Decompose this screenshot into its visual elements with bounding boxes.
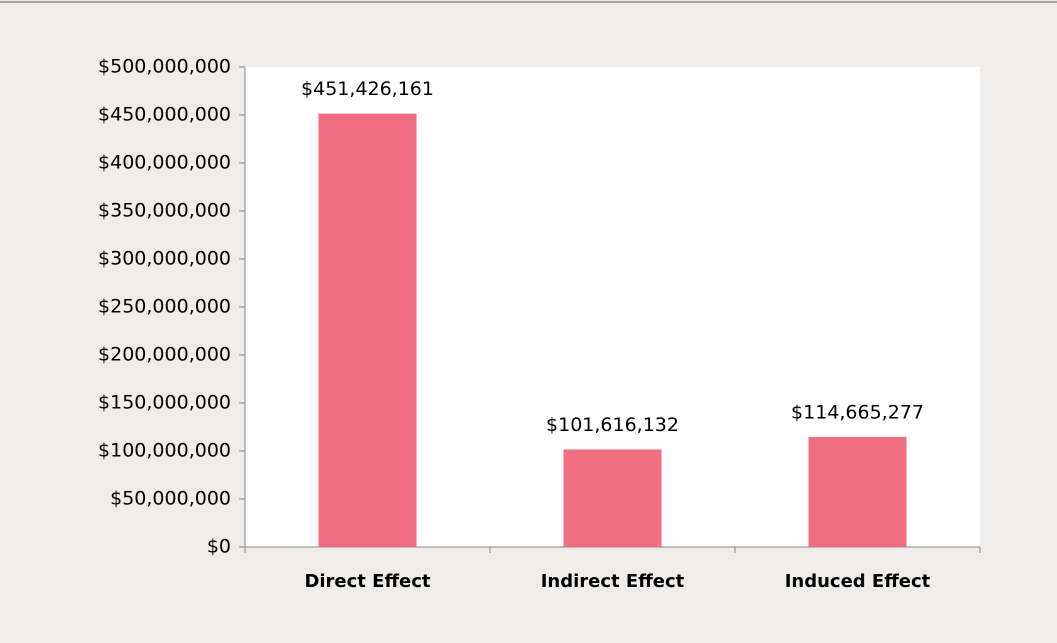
y-tick-label: $500,000,000: [98, 56, 231, 78]
y-tick-label: $400,000,000: [98, 152, 231, 174]
y-tick-label: $150,000,000: [98, 392, 231, 414]
y-tick-label: $200,000,000: [98, 344, 231, 366]
y-tick-label: $250,000,000: [98, 296, 231, 318]
y-tick-label: $50,000,000: [110, 488, 231, 510]
y-tick-label: $300,000,000: [98, 248, 231, 270]
bar: [318, 113, 417, 547]
x-tick-label: Induced Effect: [785, 571, 931, 592]
data-label: $451,426,161: [301, 78, 434, 100]
bar: [563, 449, 662, 547]
y-tick-label: $350,000,000: [98, 200, 231, 222]
y-tick-label: $100,000,000: [98, 440, 231, 462]
y-tick-label: $0: [207, 536, 231, 558]
x-tick-label: Indirect Effect: [541, 571, 685, 592]
data-label: $101,616,132: [546, 414, 679, 436]
y-tick-label: $450,000,000: [98, 104, 231, 126]
data-label: $114,665,277: [791, 401, 924, 423]
bar: [808, 436, 907, 547]
x-tick-label: Direct Effect: [304, 571, 430, 592]
